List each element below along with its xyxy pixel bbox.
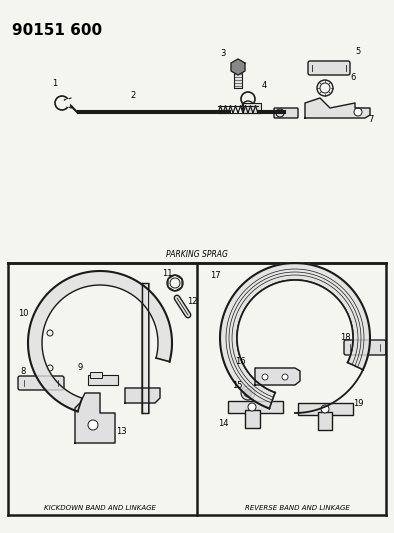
Text: REVERSE BAND AND LINKAGE: REVERSE BAND AND LINKAGE: [245, 505, 349, 511]
FancyBboxPatch shape: [234, 68, 242, 88]
FancyBboxPatch shape: [344, 340, 386, 355]
Polygon shape: [28, 271, 172, 411]
Circle shape: [88, 420, 98, 430]
FancyBboxPatch shape: [228, 401, 283, 413]
Text: 14: 14: [218, 418, 229, 427]
FancyBboxPatch shape: [274, 108, 298, 118]
FancyBboxPatch shape: [141, 283, 149, 413]
Circle shape: [282, 374, 288, 380]
Text: 9: 9: [78, 364, 83, 373]
Text: 10: 10: [18, 309, 28, 318]
FancyBboxPatch shape: [298, 403, 353, 415]
Text: 15: 15: [232, 381, 242, 390]
Text: 6: 6: [350, 72, 355, 82]
Text: 12: 12: [187, 296, 197, 305]
FancyBboxPatch shape: [90, 372, 102, 378]
Circle shape: [354, 108, 362, 116]
FancyBboxPatch shape: [243, 103, 261, 113]
FancyBboxPatch shape: [18, 376, 64, 390]
Text: 18: 18: [340, 333, 351, 342]
Text: 5: 5: [355, 47, 360, 56]
Text: 3: 3: [220, 49, 225, 58]
Polygon shape: [220, 263, 370, 408]
Text: 11: 11: [162, 269, 173, 278]
Polygon shape: [231, 59, 245, 75]
Polygon shape: [125, 388, 160, 403]
Polygon shape: [255, 368, 300, 385]
Text: 7: 7: [368, 116, 374, 125]
Text: 16: 16: [235, 357, 245, 366]
Text: 13: 13: [116, 426, 126, 435]
Text: PARKING SPRAG: PARKING SPRAG: [166, 250, 228, 259]
Polygon shape: [75, 393, 115, 443]
Circle shape: [241, 386, 255, 400]
Text: 17: 17: [210, 271, 221, 279]
Polygon shape: [305, 98, 370, 118]
FancyBboxPatch shape: [318, 412, 332, 430]
Text: 90151 600: 90151 600: [12, 23, 102, 38]
Circle shape: [321, 405, 329, 413]
Circle shape: [262, 374, 268, 380]
Text: 1: 1: [52, 78, 57, 87]
Text: KICKDOWN BAND AND LINKAGE: KICKDOWN BAND AND LINKAGE: [44, 505, 156, 511]
Circle shape: [244, 389, 252, 397]
FancyBboxPatch shape: [245, 410, 260, 428]
Wedge shape: [62, 99, 69, 107]
Circle shape: [248, 403, 256, 411]
Text: 8: 8: [20, 367, 25, 376]
Text: 4: 4: [262, 82, 267, 91]
Text: 2: 2: [130, 91, 135, 100]
FancyBboxPatch shape: [308, 61, 350, 75]
FancyBboxPatch shape: [88, 375, 118, 385]
Text: 19: 19: [353, 399, 364, 408]
